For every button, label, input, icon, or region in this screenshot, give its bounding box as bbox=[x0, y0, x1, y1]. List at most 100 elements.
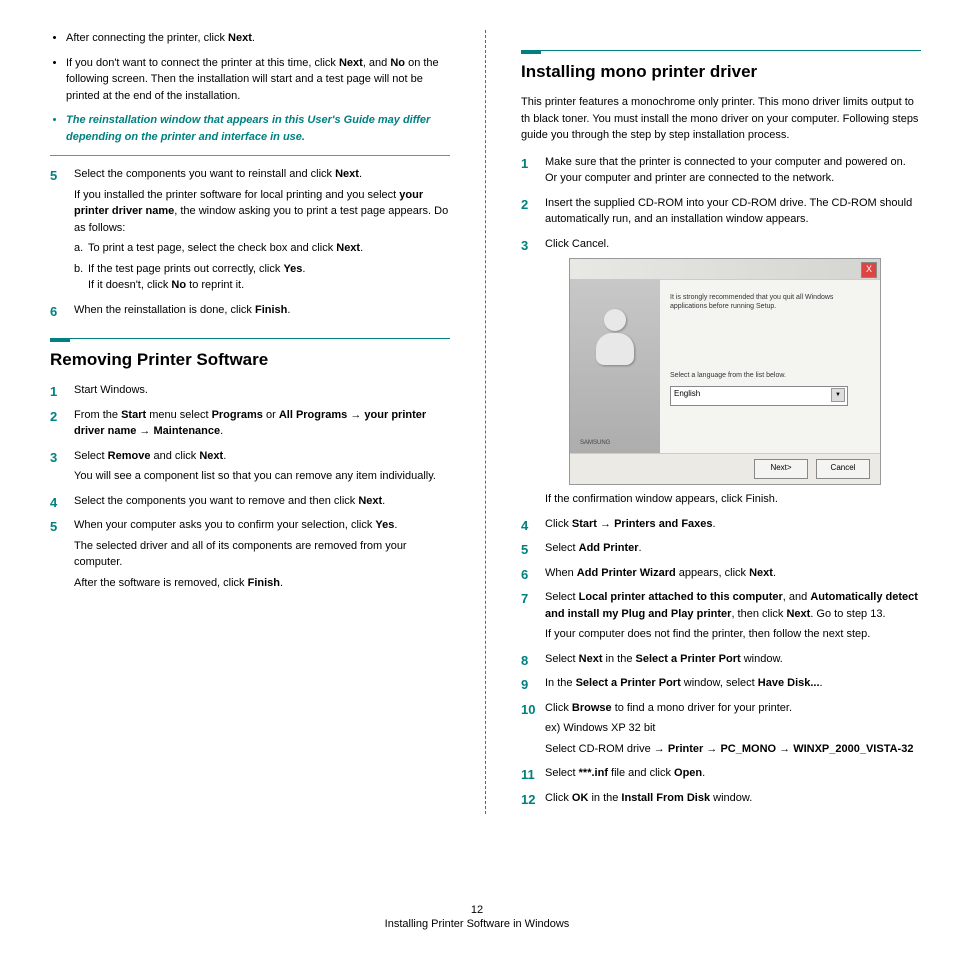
text: Select bbox=[545, 591, 579, 603]
text: or bbox=[263, 409, 279, 421]
dialog-buttons: Next> Cancel bbox=[570, 453, 880, 484]
bold-text: Finish bbox=[248, 577, 280, 589]
sub-paragraph: Select CD-ROM drive → Printer → PC_MONO … bbox=[545, 741, 921, 758]
cancel-button[interactable]: Cancel bbox=[816, 459, 870, 479]
text: If you don't want to connect the printer… bbox=[66, 57, 339, 69]
arrow-icon: → bbox=[136, 425, 153, 437]
text: Select the components you want to reinst… bbox=[74, 168, 335, 180]
text: . bbox=[639, 542, 642, 554]
text: . bbox=[223, 450, 226, 462]
text: . Go to step 13. bbox=[810, 608, 885, 620]
bold-text: Next bbox=[199, 450, 223, 462]
bold-text: Finish bbox=[255, 304, 287, 316]
separator bbox=[50, 155, 450, 156]
step-item: Select Remove and click Next. You will s… bbox=[50, 448, 450, 485]
arrow-icon: → bbox=[597, 518, 614, 530]
dialog-label: Select a language from the list below. bbox=[670, 371, 870, 382]
bold-text: All Programs bbox=[279, 409, 347, 421]
letter-label: a. bbox=[74, 240, 83, 257]
sub-paragraph: If the confirmation window appears, clic… bbox=[545, 491, 921, 508]
text: . bbox=[394, 519, 397, 531]
samsung-logo: SAMSUNG bbox=[580, 439, 610, 448]
next-button[interactable]: Next> bbox=[754, 459, 808, 479]
bold-text: Next bbox=[579, 653, 603, 665]
step-item: Click Start → Printers and Faxes. bbox=[521, 516, 921, 533]
person-icon bbox=[590, 309, 640, 369]
text: In the bbox=[545, 677, 576, 689]
bold-text: Remove bbox=[108, 450, 151, 462]
step-item: Select the components you want to reinst… bbox=[50, 166, 450, 294]
bullet-item: If you don't want to connect the printer… bbox=[66, 55, 450, 105]
text: . bbox=[280, 577, 283, 589]
text: . bbox=[702, 767, 705, 779]
text: , and bbox=[363, 57, 391, 69]
text: , then click bbox=[731, 608, 786, 620]
bold-text: Start bbox=[572, 518, 597, 530]
bold-text: Printers and Faxes bbox=[614, 518, 712, 530]
sub-paragraph: After the software is removed, click Fin… bbox=[74, 575, 450, 592]
step-item: Select ***.inf file and click Open. bbox=[521, 765, 921, 782]
sub-paragraph: You will see a component list so that yo… bbox=[74, 468, 450, 485]
page-footer: 12 Installing Printer Software in Window… bbox=[0, 904, 954, 930]
text: in the bbox=[588, 792, 621, 804]
text: and click bbox=[150, 450, 199, 462]
text: Select CD-ROM drive → bbox=[545, 743, 668, 755]
dialog-content: It is strongly recommended that you quit… bbox=[660, 279, 880, 454]
step-item: Select the components you want to remove… bbox=[50, 493, 450, 510]
arrow-icon: → bbox=[776, 743, 793, 755]
text: Select bbox=[545, 653, 579, 665]
text: . bbox=[820, 677, 823, 689]
bold-text: Next bbox=[749, 567, 773, 579]
step-item: Click Browse to find a mono driver for y… bbox=[521, 700, 921, 758]
text: . bbox=[220, 425, 223, 437]
text: . bbox=[359, 168, 362, 180]
bold-text: PC_MONO bbox=[720, 743, 776, 755]
bold-text: Next bbox=[358, 495, 382, 507]
bold-text: Install From Disk bbox=[621, 792, 710, 804]
step-item: Make sure that the printer is connected … bbox=[521, 154, 921, 187]
step-item: When Add Printer Wizard appears, click N… bbox=[521, 565, 921, 582]
note-text: The reinstallation window that appears i… bbox=[66, 114, 430, 143]
text: From the bbox=[74, 409, 121, 421]
text: appears, click bbox=[676, 567, 749, 579]
close-icon[interactable]: X bbox=[861, 262, 877, 278]
step-item: Select Add Printer. bbox=[521, 540, 921, 557]
text: file and click bbox=[608, 767, 674, 779]
dialog-message: It is strongly recommended that you quit… bbox=[670, 293, 870, 311]
column-divider bbox=[485, 30, 486, 814]
intro-bullets: After connecting the printer, click Next… bbox=[50, 30, 450, 145]
text: to find a mono driver for your printer. bbox=[612, 702, 792, 714]
sub-text: If it doesn't, click No to reprint it. bbox=[88, 277, 450, 294]
text: . bbox=[360, 242, 363, 254]
bold-text: Select a Printer Port bbox=[576, 677, 681, 689]
text: When bbox=[545, 567, 577, 579]
install-steps: Make sure that the printer is connected … bbox=[521, 154, 921, 807]
bold-text: Add Printer Wizard bbox=[577, 567, 676, 579]
language-dropdown[interactable]: English bbox=[670, 386, 848, 406]
step-item: When the reinstallation is done, click F… bbox=[50, 302, 450, 319]
bold-text: Have Disk... bbox=[758, 677, 820, 689]
bold-text: Next bbox=[228, 32, 252, 44]
step-item: When your computer asks you to confirm y… bbox=[50, 517, 450, 591]
text: If the test page prints out correctly, c… bbox=[88, 263, 283, 275]
step-item: Start Windows. bbox=[50, 382, 450, 399]
bold-text: Yes bbox=[283, 263, 302, 275]
text: Click bbox=[545, 702, 572, 714]
sub-item: b. If the test page prints out correctly… bbox=[74, 261, 450, 294]
letter-label: b. bbox=[74, 261, 83, 278]
sub-paragraph: ex) Windows XP 32 bit bbox=[545, 720, 921, 737]
step-item: Insert the supplied CD-ROM into your CD-… bbox=[521, 195, 921, 228]
bold-text: Browse bbox=[572, 702, 612, 714]
text: After connecting the printer, click bbox=[66, 32, 228, 44]
note-bullet: The reinstallation window that appears i… bbox=[66, 112, 450, 145]
text: to reprint it. bbox=[186, 279, 244, 291]
bold-text: Local printer attached to this computer bbox=[579, 591, 783, 603]
step-item: Click OK in the Install From Disk window… bbox=[521, 790, 921, 807]
bold-text: No bbox=[171, 279, 186, 291]
bold-text: Select a Printer Port bbox=[636, 653, 741, 665]
text: . bbox=[713, 518, 716, 530]
bold-text: Yes bbox=[375, 519, 394, 531]
sub-paragraph: If your computer does not find the print… bbox=[545, 626, 921, 643]
installer-screenshot: X SAMSUNG It is strongly recommended tha… bbox=[569, 258, 881, 485]
step-item: Select Local printer attached to this co… bbox=[521, 589, 921, 643]
